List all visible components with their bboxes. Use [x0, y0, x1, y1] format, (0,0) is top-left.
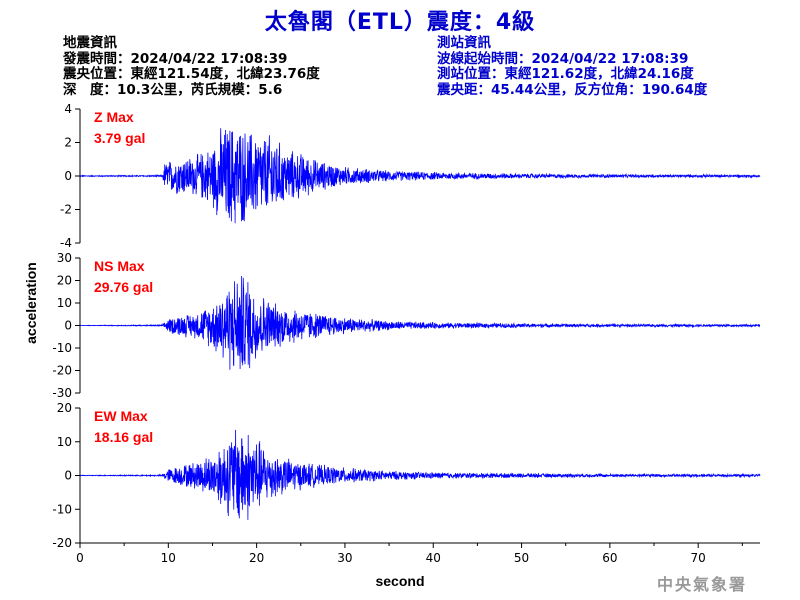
- x-tick-label: 70: [691, 551, 706, 565]
- y-tick-label-Z: -4: [60, 236, 72, 250]
- quake-info: 地震資訊 發震時間：2024/04/22 17:08:39 震央位置：東經121…: [63, 35, 320, 98]
- y-tick-label-NS: -20: [52, 364, 72, 378]
- max-value-NS: 29.76 gal: [94, 279, 153, 295]
- x-axis-title: second: [375, 573, 424, 589]
- x-tick-label: 30: [337, 551, 352, 565]
- x-tick-label: 60: [602, 551, 617, 565]
- station-distance-azimuth: 震央距：45.44公里，反方位角：190.64度: [437, 81, 708, 98]
- y-tick-label-Z: 0: [64, 169, 72, 183]
- y-tick-label-NS: 20: [57, 274, 72, 288]
- y-tick-label-EW: -20: [52, 536, 72, 550]
- page-title: 太魯閣（ETL）震度：4級: [264, 10, 536, 35]
- waveform-NS: [79, 275, 761, 370]
- max-label-Z: Z Max: [94, 109, 134, 125]
- y-tick-label-EW: -10: [52, 502, 72, 516]
- max-label-EW: EW Max: [94, 408, 148, 424]
- waveform-EW: [79, 429, 761, 520]
- station-info-heading: 測站資訊: [437, 35, 491, 51]
- quake-time: 發震時間：2024/04/22 17:08:39: [63, 50, 288, 67]
- y-tick-label-Z: 4: [64, 102, 72, 116]
- station-onset-time: 波線起始時間：2024/04/22 17:08:39: [437, 50, 689, 67]
- y-tick-label-NS: -30: [52, 386, 72, 400]
- y-axis-title: acceleration: [23, 262, 39, 344]
- y-tick-label-NS: -10: [52, 341, 72, 355]
- max-value-EW: 18.16 gal: [94, 429, 153, 445]
- y-tick-label-NS: 10: [57, 296, 72, 310]
- agency-label: 中央氣象署: [657, 575, 748, 594]
- x-tick-label: 10: [161, 551, 176, 565]
- quake-depth-magnitude: 深 度：10.3公里，芮氏規模：5.6: [63, 81, 283, 98]
- x-tick-label: 0: [76, 551, 84, 565]
- x-tick-label: 20: [249, 551, 264, 565]
- quake-location: 震央位置：東經121.54度，北緯23.76度: [63, 66, 320, 82]
- quake-info-heading: 地震資訊: [63, 35, 117, 51]
- x-tick-label: 50: [514, 551, 529, 565]
- y-tick-label-NS: 30: [57, 251, 72, 265]
- y-tick-label-Z: -2: [60, 203, 72, 217]
- y-tick-label-EW: 20: [57, 401, 72, 415]
- y-tick-label-Z: 2: [64, 136, 72, 150]
- max-value-Z: 3.79 gal: [94, 130, 145, 146]
- waveform-Z: [80, 128, 761, 224]
- max-label-NS: NS Max: [94, 258, 145, 274]
- station-location: 測站位置：東經121.62度，北緯24.16度: [437, 66, 694, 82]
- y-tick-label-NS: 0: [64, 319, 72, 333]
- y-tick-label-EW: 10: [57, 435, 72, 449]
- station-info: 測站資訊 波線起始時間：2024/04/22 17:08:39 測站位置：東經1…: [437, 35, 708, 98]
- y-tick-label-EW: 0: [64, 469, 72, 483]
- x-tick-label: 40: [426, 551, 441, 565]
